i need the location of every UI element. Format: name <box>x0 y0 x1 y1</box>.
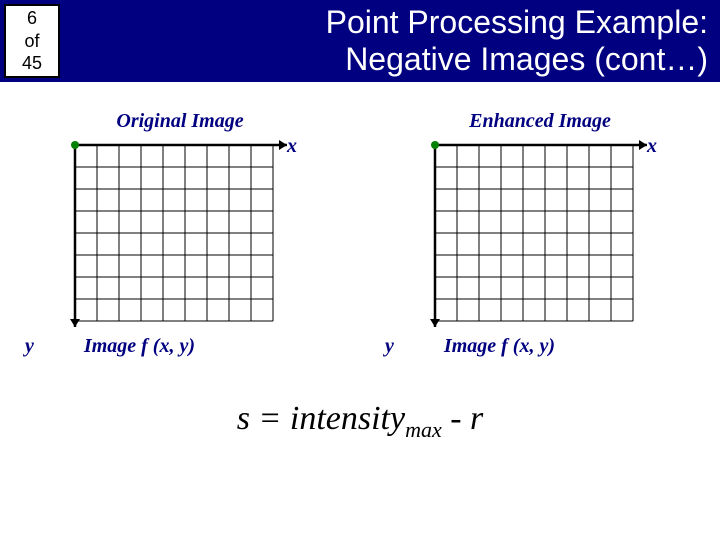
title-line2: Negative Images (cont…) <box>326 41 708 78</box>
y-axis-label-left: y <box>25 335 34 358</box>
counter-current: 6 <box>27 7 37 30</box>
enhanced-caption: Image f (x, y) <box>444 335 555 358</box>
enhanced-grid-svg <box>425 139 655 329</box>
original-image-block: Original Image x y Image f (x, y) <box>30 110 330 358</box>
slide-counter: 6 of 45 <box>4 4 60 78</box>
original-caption: Image f (x, y) <box>84 335 195 358</box>
grids-row: Original Image x y Image f (x, y) Enhanc… <box>0 110 720 358</box>
counter-total: 45 <box>22 52 42 75</box>
formula-rhs-a: intensity <box>290 400 405 437</box>
formula: s = intensitymax - r <box>0 400 720 443</box>
original-grid-wrap: x <box>65 139 295 329</box>
formula-sub: max <box>405 417 442 442</box>
counter-word: of <box>24 30 39 53</box>
header-bar: 6 of 45 Point Processing Example: Negati… <box>0 0 720 82</box>
formula-eq: = <box>250 400 290 437</box>
y-axis-label-right: y <box>385 335 394 358</box>
enhanced-image-title: Enhanced Image <box>390 110 690 133</box>
enhanced-image-block: Enhanced Image x y Image f (x, y) <box>390 110 690 358</box>
x-axis-label-right: x <box>647 135 657 158</box>
enhanced-grid-wrap: x <box>425 139 655 329</box>
formula-lhs: s <box>237 400 250 437</box>
x-axis-label-left: x <box>287 135 297 158</box>
slide-title: Point Processing Example: Negative Image… <box>326 4 708 78</box>
formula-rhs-b: - r <box>442 400 484 437</box>
original-image-title: Original Image <box>30 110 330 133</box>
title-line1: Point Processing Example: <box>326 4 708 41</box>
original-grid-svg <box>65 139 295 329</box>
